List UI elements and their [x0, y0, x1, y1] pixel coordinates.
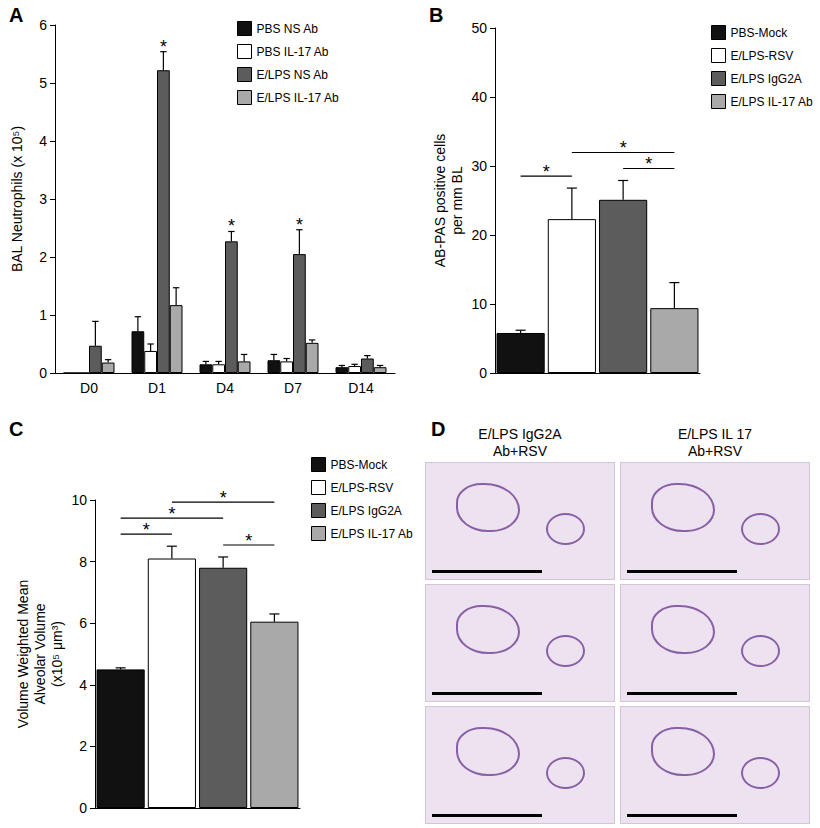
svg-text:PBS-Mock: PBS-Mock — [331, 458, 389, 472]
svg-text:30: 30 — [471, 158, 487, 174]
svg-text:BAL Neutrophils (x 10⁵): BAL Neutrophils (x 10⁵) — [9, 126, 25, 272]
svg-text:4: 4 — [79, 677, 87, 693]
svg-text:A: A — [9, 4, 23, 26]
svg-text:*: * — [228, 216, 235, 236]
svg-text:6: 6 — [79, 615, 87, 631]
svg-text:per mm BL: per mm BL — [449, 166, 465, 235]
svg-text:*: * — [143, 520, 150, 540]
svg-text:0: 0 — [479, 365, 487, 381]
svg-text:PBS-Mock: PBS-Mock — [731, 26, 789, 40]
svg-text:(x10⁵ μm³): (x10⁵ μm³) — [49, 621, 65, 687]
svg-text:8: 8 — [79, 554, 87, 570]
svg-text:B: B — [429, 4, 443, 26]
html-text:E/LPS IgG2A Ab+RSV: E/LPS IgG2A Ab+RSV — [478, 426, 562, 459]
html-text:E/LPS IL 17 Ab+RSV: E/LPS IL 17 Ab+RSV — [677, 426, 753, 459]
svg-text:40: 40 — [471, 89, 487, 105]
svg-text:10: 10 — [471, 296, 487, 312]
svg-text:E/LPS IL-17 Ab: E/LPS IL-17 Ab — [731, 95, 813, 109]
svg-text:4: 4 — [39, 133, 47, 149]
svg-text:2: 2 — [79, 738, 87, 754]
svg-text:E/LPS IL-17 Ab: E/LPS IL-17 Ab — [257, 91, 339, 105]
svg-text:*: * — [160, 37, 167, 57]
svg-text:2: 2 — [39, 249, 47, 265]
svg-text:D0: D0 — [80, 380, 98, 396]
svg-text:*: * — [245, 531, 252, 551]
svg-text:1: 1 — [39, 307, 47, 323]
svg-text:*: * — [645, 154, 652, 174]
svg-text:E/LPS IL-17 Ab: E/LPS IL-17 Ab — [331, 527, 413, 541]
svg-text:PBS NS Ab: PBS NS Ab — [257, 22, 319, 36]
svg-text:AB-PAS positive cells: AB-PAS positive cells — [432, 134, 448, 268]
svg-text:E/LPS IgG2A: E/LPS IgG2A — [731, 72, 802, 86]
svg-text:10: 10 — [71, 492, 87, 508]
svg-text:D7: D7 — [284, 380, 302, 396]
svg-text:PBS IL-17 Ab: PBS IL-17 Ab — [257, 45, 329, 59]
svg-text:3: 3 — [39, 191, 47, 207]
svg-text:E/LPS NS Ab: E/LPS NS Ab — [257, 68, 329, 82]
svg-text:D1: D1 — [148, 380, 166, 396]
svg-text:0: 0 — [39, 365, 47, 381]
svg-text:5: 5 — [39, 75, 47, 91]
svg-text:D14: D14 — [348, 380, 374, 396]
svg-text:Alveolar Volume: Alveolar Volume — [32, 603, 48, 704]
svg-text:C: C — [9, 418, 23, 440]
svg-text:0: 0 — [79, 800, 87, 816]
svg-text:*: * — [620, 138, 627, 158]
svg-text:E/LPS-RSV: E/LPS-RSV — [731, 49, 794, 63]
svg-text:*: * — [296, 215, 303, 235]
svg-text:E/LPS IgG2A: E/LPS IgG2A — [331, 504, 402, 518]
svg-text:6: 6 — [39, 17, 47, 33]
svg-text:Volume Weighted Mean: Volume Weighted Mean — [15, 580, 31, 728]
svg-text:D: D — [431, 418, 445, 440]
svg-text:*: * — [220, 488, 227, 508]
svg-text:50: 50 — [471, 20, 487, 36]
svg-text:D4: D4 — [216, 380, 234, 396]
svg-text:*: * — [168, 504, 175, 524]
svg-text:20: 20 — [471, 227, 487, 243]
svg-text:*: * — [543, 162, 550, 182]
svg-text:E/LPS-RSV: E/LPS-RSV — [331, 481, 394, 495]
